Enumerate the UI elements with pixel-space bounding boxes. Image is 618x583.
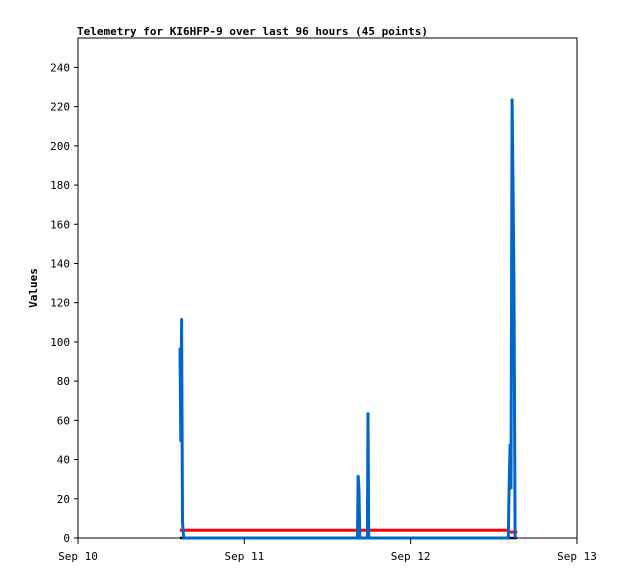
data-point <box>510 488 512 490</box>
data-point <box>513 286 515 288</box>
data-point <box>357 474 359 476</box>
y-axis-label: Values <box>27 268 40 308</box>
data-point <box>359 537 361 539</box>
data-point <box>511 98 513 100</box>
y-tick-label: 160 <box>50 218 70 231</box>
y-tick-label: 60 <box>57 414 70 427</box>
data-point <box>368 537 370 539</box>
data-point <box>182 521 184 523</box>
data-point <box>179 537 181 539</box>
y-tick-label: 200 <box>50 140 70 153</box>
y-tick-label: 100 <box>50 336 70 349</box>
data-point <box>179 529 181 531</box>
data-point <box>512 192 514 194</box>
data-point <box>180 441 182 443</box>
y-tick-label: 120 <box>50 297 70 310</box>
y-tick-label: 180 <box>50 179 70 192</box>
y-tick-label: 220 <box>50 101 70 114</box>
plot-area <box>77 37 578 539</box>
x-tick-label: Sep 13 <box>557 550 597 563</box>
data-point <box>357 537 359 539</box>
data-point <box>366 537 368 539</box>
data-point <box>514 537 516 539</box>
data-point <box>358 490 360 492</box>
data-point <box>183 537 185 539</box>
data-point <box>509 443 511 445</box>
y-tick-label: 140 <box>50 257 70 270</box>
chart-title: Telemetry for KI6HFP-9 over last 96 hour… <box>77 25 428 38</box>
y-tick-label: 80 <box>57 375 70 388</box>
data-point <box>516 531 518 533</box>
x-tick-label: Sep 10 <box>58 550 98 563</box>
data-point <box>508 488 510 490</box>
y-tick-label: 0 <box>63 532 70 545</box>
y-tick-label: 20 <box>57 493 70 506</box>
x-tick-label: Sep 12 <box>391 550 431 563</box>
y-tick-label: 40 <box>57 454 70 467</box>
data-point <box>179 347 181 349</box>
series-line-2 <box>178 98 517 540</box>
series-line-1 <box>180 528 518 534</box>
data-point <box>516 537 518 539</box>
y-tick-label: 240 <box>50 61 70 74</box>
x-tick-label: Sep 11 <box>224 550 264 563</box>
data-point <box>507 537 509 539</box>
data-point <box>367 412 369 414</box>
data-point <box>181 317 183 319</box>
